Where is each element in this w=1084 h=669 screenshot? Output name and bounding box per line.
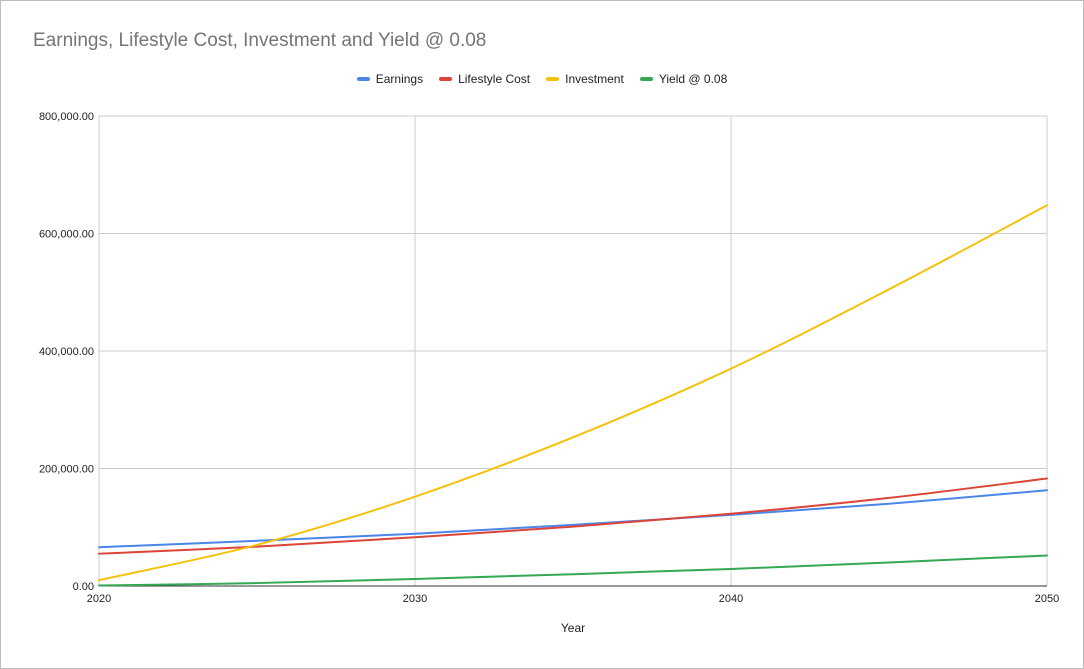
legend-item-yield[interactable]: Yield @ 0.08 (639, 72, 728, 86)
x-tick-label: 2030 (403, 593, 427, 605)
series-line-investment (98, 204, 1048, 582)
y-tick-label: 0.00 (73, 581, 94, 593)
y-tick-label: 600,000.00 (39, 229, 94, 241)
legend-swatch-investment (546, 77, 560, 81)
y-tick-label: 800,000.00 (39, 111, 94, 123)
legend-label-earnings: Earnings (375, 72, 424, 86)
legend-swatch-earnings (356, 77, 370, 81)
y-tick-label: 200,000.00 (39, 464, 94, 476)
legend: Earnings Lifestyle Cost Investment Yield… (0, 72, 1084, 86)
y-tick-label: 400,000.00 (39, 346, 94, 358)
legend-item-earnings[interactable]: Earnings (356, 72, 424, 86)
chart-title: Earnings, Lifestyle Cost, Investment and… (33, 30, 487, 51)
series-line-lifestyle-cost (98, 477, 1048, 555)
x-tick-label: 2040 (719, 593, 743, 605)
legend-label-investment: Investment (565, 72, 624, 86)
legend-swatch-lifestyle-cost (439, 77, 453, 81)
legend-item-lifestyle-cost[interactable]: Lifestyle Cost (439, 72, 530, 86)
series-line-earnings (98, 489, 1048, 549)
x-axis-title: Year (561, 621, 585, 635)
x-tick-label: 2020 (87, 593, 111, 605)
series-line-yield-0-08 (98, 554, 1048, 587)
x-tick-label: 2050 (1035, 593, 1059, 605)
legend-label-yield: Yield @ 0.08 (658, 72, 728, 86)
legend-item-investment[interactable]: Investment (546, 72, 624, 86)
legend-label-lifestyle-cost: Lifestyle Cost (458, 72, 531, 86)
legend-swatch-yield (639, 77, 653, 81)
